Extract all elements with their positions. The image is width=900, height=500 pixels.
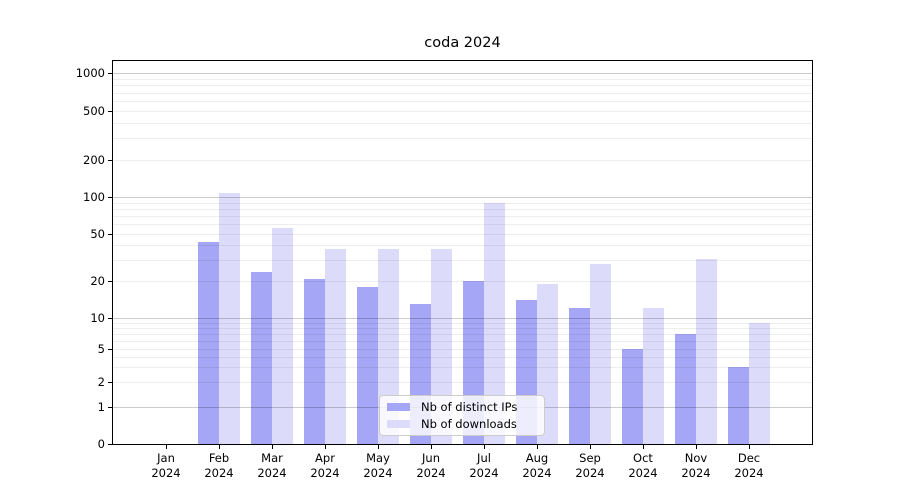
bar-distinct-ips (569, 308, 590, 444)
x-axis-tick-label: Nov 2024 (681, 451, 711, 480)
x-axis-tick-mark (643, 445, 644, 449)
gridline (113, 160, 812, 161)
x-axis-tick-mark (378, 445, 379, 449)
y-axis-tick-label: 1 (97, 399, 105, 414)
x-axis-tick-label: May 2024 (363, 451, 393, 480)
legend-swatch-downloads (387, 419, 410, 428)
x-axis-tick-mark (696, 445, 697, 449)
bar-distinct-ips (251, 271, 272, 444)
y-axis-tick-label: 50 (90, 226, 105, 241)
x-axis-tick-label: Feb 2024 (204, 451, 234, 480)
y-axis-tick-label: 2 (97, 374, 105, 389)
legend-label-downloads: Nb of downloads (421, 416, 517, 431)
bar-downloads (643, 308, 664, 444)
y-axis-tick-mark (108, 73, 112, 74)
gridline (113, 197, 812, 198)
x-axis-tick-mark (219, 445, 220, 449)
legend-item-distinct-ips: Nb of distinct IPs (387, 400, 537, 414)
legend-item-downloads: Nb of downloads (387, 417, 537, 431)
legend-swatch-distinct-ips (387, 403, 410, 412)
x-axis-tick-mark (537, 445, 538, 449)
gridline (113, 234, 812, 235)
bar-downloads (325, 249, 346, 444)
x-axis-tick-mark (590, 445, 591, 449)
gridline (113, 73, 812, 74)
chart-title: coda 2024 (424, 35, 501, 51)
gridline (113, 101, 812, 102)
x-axis-tick-label: Jan 2024 (151, 451, 181, 480)
gridline (113, 85, 812, 87)
legend-label-distinct-ips: Nb of distinct IPs (421, 400, 518, 415)
x-axis-tick-label: Sep 2024 (575, 451, 605, 480)
bar-downloads (484, 203, 505, 444)
x-axis-tick-mark (325, 445, 326, 449)
x-axis-tick-label: Jul 2024 (469, 451, 499, 480)
bar-downloads (272, 227, 293, 444)
y-axis-tick-label: 1000 (75, 65, 105, 80)
y-axis-tick-mark (108, 160, 112, 161)
y-axis-tick-label: 200 (83, 152, 105, 167)
gridline (113, 138, 812, 140)
y-axis-tick-label: 100 (83, 189, 105, 204)
plot-area (112, 60, 813, 445)
y-axis-tick-label: 500 (83, 103, 105, 118)
gridline (113, 208, 812, 210)
bar-downloads (219, 192, 240, 444)
bar-downloads (696, 258, 717, 444)
x-axis-tick-label: Aug 2024 (522, 451, 552, 480)
bar-distinct-ips (728, 367, 749, 444)
x-axis-tick-label: Jun 2024 (416, 451, 446, 480)
y-axis-tick-mark (108, 349, 112, 350)
gridline (113, 122, 812, 124)
x-axis-tick-label: Oct 2024 (628, 451, 658, 480)
x-axis-tick-label: Apr 2024 (310, 451, 340, 480)
y-axis-tick-mark (108, 382, 112, 383)
y-axis-tick-mark (108, 407, 112, 408)
bar-distinct-ips (675, 333, 696, 444)
x-axis-tick-label: Mar 2024 (257, 451, 287, 480)
y-axis-tick-mark (108, 444, 112, 445)
bar-distinct-ips (198, 241, 219, 444)
y-axis-tick-mark (108, 197, 112, 198)
gridline (113, 92, 812, 94)
y-axis-tick-mark (108, 281, 112, 282)
x-axis-tick-mark (749, 445, 750, 449)
gridline (113, 78, 812, 80)
gridline (113, 216, 812, 218)
gridline (113, 224, 812, 226)
y-axis-tick-label: 5 (97, 341, 105, 356)
x-axis-tick-label: Dec 2024 (734, 451, 764, 480)
bar-downloads (590, 263, 611, 444)
y-axis-tick-mark (108, 234, 112, 235)
y-axis-tick-label: 0 (97, 436, 105, 451)
legend: Nb of distinct IPs Nb of downloads (379, 395, 545, 436)
x-axis-tick-mark (166, 445, 167, 449)
gridline (113, 202, 812, 204)
bar-downloads (749, 322, 770, 444)
bar-distinct-ips (304, 278, 325, 444)
y-axis-tick-mark (108, 318, 112, 319)
y-axis-tick-label: 10 (90, 310, 105, 325)
y-axis-tick-label: 20 (90, 273, 105, 288)
y-axis-tick-mark (108, 111, 112, 112)
x-axis-tick-mark (272, 445, 273, 449)
x-axis-tick-mark (484, 445, 485, 449)
bar-distinct-ips (622, 349, 643, 444)
bar-distinct-ips (357, 286, 378, 444)
x-axis-tick-mark (431, 445, 432, 449)
gridline (113, 111, 812, 112)
